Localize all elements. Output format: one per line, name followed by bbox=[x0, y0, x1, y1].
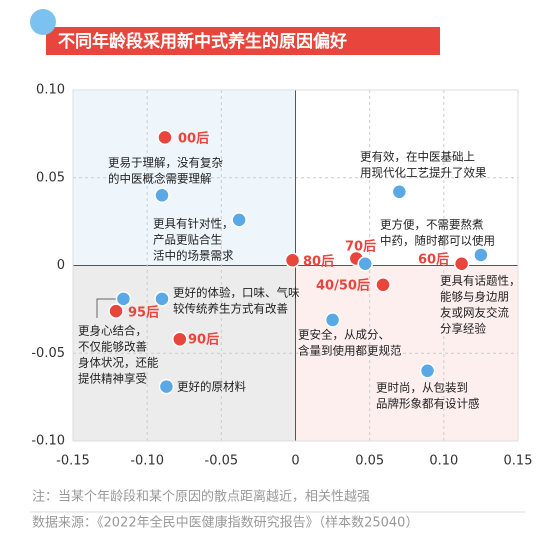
point-label: 含量到使用都更规范 bbox=[298, 344, 402, 358]
point-label: 能够与身边朋 bbox=[440, 290, 509, 304]
chart-title: 不同年龄段采用新中式养生的原因偏好 bbox=[58, 31, 347, 52]
y-tick-label: 0.05 bbox=[36, 170, 65, 185]
point bbox=[284, 252, 301, 268]
y-tick-label: -0.05 bbox=[31, 346, 65, 361]
leader-line bbox=[96, 298, 118, 318]
point bbox=[357, 255, 373, 272]
y-tick-label: 0 bbox=[57, 258, 65, 273]
note: 注：当某个年龄段和某个原因的散点距离越近，相关性越强 bbox=[32, 489, 370, 505]
point-label: 更易于理解，没有复杂 bbox=[108, 156, 223, 170]
point-label: 提供精神享受 bbox=[78, 372, 147, 386]
point bbox=[158, 378, 175, 395]
x-tick-label: -0.15 bbox=[56, 454, 90, 469]
point bbox=[108, 303, 124, 319]
x-tick-label: -0.05 bbox=[205, 454, 239, 469]
point-label: 中药，随时都可以使用 bbox=[380, 234, 495, 248]
point bbox=[473, 247, 489, 263]
y-tick-label: -0.10 bbox=[31, 434, 65, 449]
point-label: 更具有针对性， bbox=[153, 217, 234, 231]
y-tick-label: 0.10 bbox=[36, 83, 65, 98]
point bbox=[115, 291, 132, 307]
point bbox=[157, 129, 173, 146]
x-tick-label: 0 bbox=[291, 454, 299, 469]
point-label: 70后 bbox=[345, 239, 376, 255]
point bbox=[154, 291, 170, 307]
point-label: 品牌形象都有设计感 bbox=[376, 397, 480, 411]
point-label: 更有效，在中医基础上 bbox=[360, 150, 475, 164]
source: 数据来源：《2022年全民中医健康指数研究报告》（样本数25040） bbox=[32, 515, 418, 531]
point bbox=[154, 187, 170, 204]
point-label: 更好的体验，口味、气味 bbox=[173, 286, 300, 300]
point-label: 更身心结合， bbox=[78, 324, 147, 338]
point bbox=[231, 212, 247, 228]
point-label: 80后 bbox=[303, 254, 334, 270]
point-label: 分享经验 bbox=[440, 322, 486, 336]
point-label: 95后 bbox=[128, 305, 159, 321]
title-dot bbox=[30, 9, 56, 35]
point-label: 更方便，不需要熬煮 bbox=[380, 218, 484, 232]
point-label: 身体状况，还能 bbox=[78, 356, 159, 370]
plot-frame bbox=[72, 89, 519, 442]
x-tick-label: -0.10 bbox=[130, 454, 164, 469]
point-label: 00后 bbox=[178, 131, 209, 147]
point-label: 60后 bbox=[418, 252, 449, 268]
x-tick-label: 0.15 bbox=[504, 454, 533, 469]
title-banner bbox=[46, 27, 440, 55]
point-label: 不仅能够改善 bbox=[78, 340, 147, 354]
point-label: 较传统养生方式有改善 bbox=[173, 302, 288, 316]
point bbox=[172, 331, 188, 347]
point bbox=[453, 255, 470, 272]
point-label: 更好的原材料 bbox=[177, 380, 246, 394]
point-label: 友或网友交流 bbox=[440, 306, 509, 320]
point-label: 用现代化工艺提升了效果 bbox=[360, 166, 487, 180]
point-label: 更安全，从成分、 bbox=[298, 328, 390, 342]
point-label: 产品更贴合生 bbox=[153, 233, 222, 247]
point bbox=[419, 363, 436, 379]
x-tick-label: 0.10 bbox=[429, 454, 458, 469]
point-label: 更时尚，从包装到 bbox=[376, 381, 468, 395]
point bbox=[324, 312, 341, 328]
point-label: 更具有话题性， bbox=[440, 274, 521, 288]
point-label: 40/50后 bbox=[316, 278, 370, 294]
point-label: 的中医概念需要理解 bbox=[108, 172, 212, 186]
point bbox=[391, 184, 408, 200]
point bbox=[375, 277, 391, 293]
point-label: 活中的场景需求 bbox=[153, 249, 234, 263]
point-label: 90后 bbox=[188, 332, 219, 348]
x-tick-label: 0.05 bbox=[355, 454, 384, 469]
